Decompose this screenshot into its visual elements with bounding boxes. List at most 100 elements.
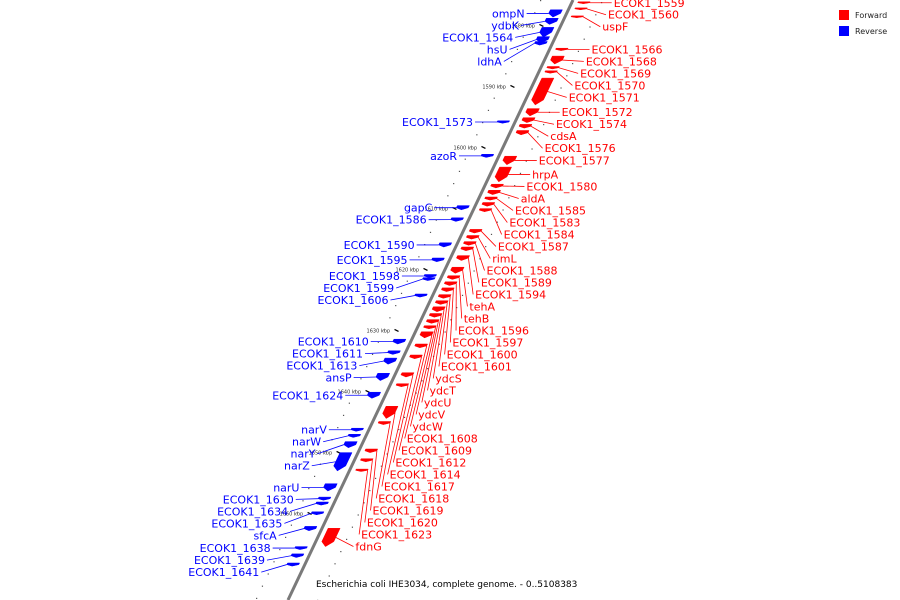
gene-label-ECOK1_1594[interactable]: ECOK1_1594	[475, 288, 546, 301]
gene-label-ECOK1_1612[interactable]: ECOK1_1612	[395, 456, 466, 469]
gene-arrow-ECOK1_1617[interactable]	[382, 406, 399, 419]
gene-arrow-ECOK1_1619[interactable]	[364, 448, 379, 453]
gene-label-sfcA[interactable]: sfcA	[254, 529, 278, 542]
gene-label-ECOK1_1583[interactable]: ECOK1_1583	[509, 216, 580, 229]
gene-arrow-ECOK1_1569[interactable]	[546, 66, 560, 70]
gene-arrow-sfcA[interactable]	[303, 526, 318, 531]
gene-label-ydcU[interactable]: ydcU	[424, 396, 452, 409]
gene-label-ECOK1_1570[interactable]: ECOK1_1570	[574, 79, 645, 92]
gene-arrow-ydcV[interactable]	[423, 325, 437, 330]
gene-arrow-ECOK1_1594[interactable]	[456, 255, 471, 261]
gene-arrow-tehB[interactable]	[446, 275, 461, 280]
gene-label-ECOK1_1572[interactable]: ECOK1_1572	[562, 106, 633, 119]
gene-arrow-ydcS[interactable]	[431, 306, 446, 312]
gene-label-ydcW[interactable]: ydcW	[412, 420, 443, 433]
gene-arrow-ECOK1_1576[interactable]	[515, 130, 530, 136]
gene-label-ECOK1_1571[interactable]: ECOK1_1571	[569, 91, 640, 104]
gene-arrow-ECOK1_1630[interactable]	[317, 496, 332, 501]
gene-arrow-ECOK1_1634[interactable]	[315, 501, 329, 506]
gene-label-ECOK1_1600[interactable]: ECOK1_1600	[447, 348, 518, 361]
gene-arrow-ECOK1_1585[interactable]	[484, 196, 498, 201]
gene-label-ECOK1_1580[interactable]: ECOK1_1580	[526, 180, 597, 193]
gene-arrow-ECOK1_1620[interactable]	[360, 458, 374, 463]
gene-arrow-ECOK1_1598[interactable]	[423, 274, 437, 278]
gene-arrow-ECOK1_1572[interactable]	[525, 108, 540, 117]
gene-label-ECOK1_1630[interactable]: ECOK1_1630	[223, 493, 294, 506]
gene-arrow-ECOK1_1612[interactable]	[400, 372, 415, 378]
gene-arrow-ECOK1_1624[interactable]	[366, 391, 382, 399]
gene-arrow-ECOK1_1613[interactable]	[383, 357, 398, 365]
gene-arrow-ECOK1_1586[interactable]	[450, 217, 465, 222]
gene-arrow-ECOK1_1638[interactable]	[294, 546, 308, 550]
gene-label-narW[interactable]: narW	[292, 436, 321, 449]
gene-arrow-ydbK[interactable]	[544, 18, 559, 25]
gene-arrow-uspF[interactable]	[570, 15, 584, 18]
gene-arrow-ECOK1_1566[interactable]	[555, 47, 569, 51]
gene-label-ECOK1_1641[interactable]: ECOK1_1641	[188, 566, 259, 579]
gene-arrow-ECOK1_1601[interactable]	[434, 300, 449, 305]
gene-arrow-ECOK1_1580[interactable]	[490, 183, 504, 189]
gene-arrow-ECOK1_1639[interactable]	[290, 553, 305, 558]
gene-arrow-ECOK1_1609[interactable]	[409, 354, 423, 359]
gene-arrow-cdsA[interactable]	[518, 124, 533, 129]
gene-arrow-narU[interactable]	[323, 483, 338, 492]
gene-label-ECOK1_1638[interactable]: ECOK1_1638	[200, 542, 271, 555]
gene-arrow-narV[interactable]	[350, 427, 364, 432]
gene-label-ECOK1_1639[interactable]: ECOK1_1639	[194, 554, 265, 567]
gene-label-ECOK1_1566[interactable]: ECOK1_1566	[592, 43, 663, 56]
gene-arrow-ECOK1_1599[interactable]	[422, 277, 436, 281]
gene-arrow-ECOK1_1596[interactable]	[443, 281, 458, 286]
gene-arrow-aldA[interactable]	[487, 190, 501, 195]
gene-label-ldhA[interactable]: ldhA	[477, 55, 502, 68]
gene-arrow-ECOK1_1608[interactable]	[414, 343, 428, 348]
gene-arrow-ECOK1_1574[interactable]	[521, 117, 536, 123]
gene-arrow-gapC[interactable]	[455, 205, 470, 211]
gene-label-cdsA[interactable]: cdsA	[550, 130, 577, 143]
gene-label-ECOK1_1596[interactable]: ECOK1_1596	[458, 324, 529, 337]
gene-label-ECOK1_1617[interactable]: ECOK1_1617	[384, 480, 455, 493]
gene-arrow-hsU[interactable]	[535, 36, 550, 43]
gene-label-gapC[interactable]: gapC	[404, 202, 433, 215]
gene-label-ECOK1_1609[interactable]: ECOK1_1609	[401, 444, 472, 457]
gene-label-uspF[interactable]: uspF	[602, 21, 628, 34]
gene-label-ydcT[interactable]: ydcT	[430, 384, 457, 397]
gene-arrow-ECOK1_1588[interactable]	[463, 241, 477, 246]
gene-label-ECOK1_1569[interactable]: ECOK1_1569	[580, 67, 651, 80]
gene-arrow-narZ[interactable]	[333, 452, 353, 472]
gene-label-ECOK1_1601[interactable]: ECOK1_1601	[441, 360, 512, 373]
gene-arrow-ECOK1_1587[interactable]	[468, 229, 483, 234]
gene-arrow-ECOK1_1589[interactable]	[460, 246, 475, 251]
gene-label-ECOK1_1587[interactable]: ECOK1_1587	[498, 240, 569, 253]
gene-label-ECOK1_1589[interactable]: ECOK1_1589	[481, 276, 552, 289]
gene-label-ECOK1_1608[interactable]: ECOK1_1608	[407, 432, 478, 445]
gene-label-ECOK1_1574[interactable]: ECOK1_1574	[556, 118, 627, 131]
gene-label-ECOK1_1624[interactable]: ECOK1_1624	[272, 389, 343, 402]
gene-label-tehA[interactable]: tehA	[469, 300, 495, 313]
gene-arrow-ompN[interactable]	[548, 9, 563, 18]
gene-label-ECOK1_1620[interactable]: ECOK1_1620	[367, 516, 438, 529]
gene-label-ydbK[interactable]: ydbK	[491, 19, 519, 32]
gene-label-narV[interactable]: narV	[301, 424, 327, 437]
gene-label-ECOK1_1559[interactable]: ECOK1_1559	[614, 0, 685, 10]
gene-arrow-tehA[interactable]	[450, 266, 465, 274]
gene-label-ECOK1_1611[interactable]: ECOK1_1611	[292, 348, 363, 361]
gene-label-ECOK1_1564[interactable]: ECOK1_1564	[442, 31, 513, 44]
gene-arrow-ldhA[interactable]	[534, 41, 548, 46]
gene-arrow-ECOK1_1618[interactable]	[377, 421, 392, 425]
gene-arrow-ECOK1_1614[interactable]	[395, 383, 410, 387]
gene-arrow-ECOK1_1610[interactable]	[392, 338, 407, 345]
gene-label-ECOK1_1613[interactable]: ECOK1_1613	[286, 360, 357, 373]
gene-label-ECOK1_1588[interactable]: ECOK1_1588	[487, 264, 558, 277]
gene-label-azoR[interactable]: azoR	[430, 150, 457, 163]
gene-label-ECOK1_1619[interactable]: ECOK1_1619	[373, 504, 444, 517]
gene-arrow-ydcT[interactable]	[428, 313, 443, 318]
gene-label-ECOK1_1573[interactable]: ECOK1_1573	[402, 116, 473, 129]
gene-label-ansP[interactable]: ansP	[326, 372, 352, 385]
gene-arrow-ECOK1_1573[interactable]	[496, 120, 511, 124]
gene-label-ECOK1_1623[interactable]: ECOK1_1623	[361, 528, 432, 541]
gene-label-ECOK1_1598[interactable]: ECOK1_1598	[329, 270, 400, 283]
gene-label-aldA[interactable]: aldA	[521, 192, 546, 205]
gene-label-narU[interactable]: narU	[273, 481, 299, 494]
gene-label-ydcV[interactable]: ydcV	[418, 408, 446, 421]
gene-label-ECOK1_1618[interactable]: ECOK1_1618	[378, 492, 449, 505]
